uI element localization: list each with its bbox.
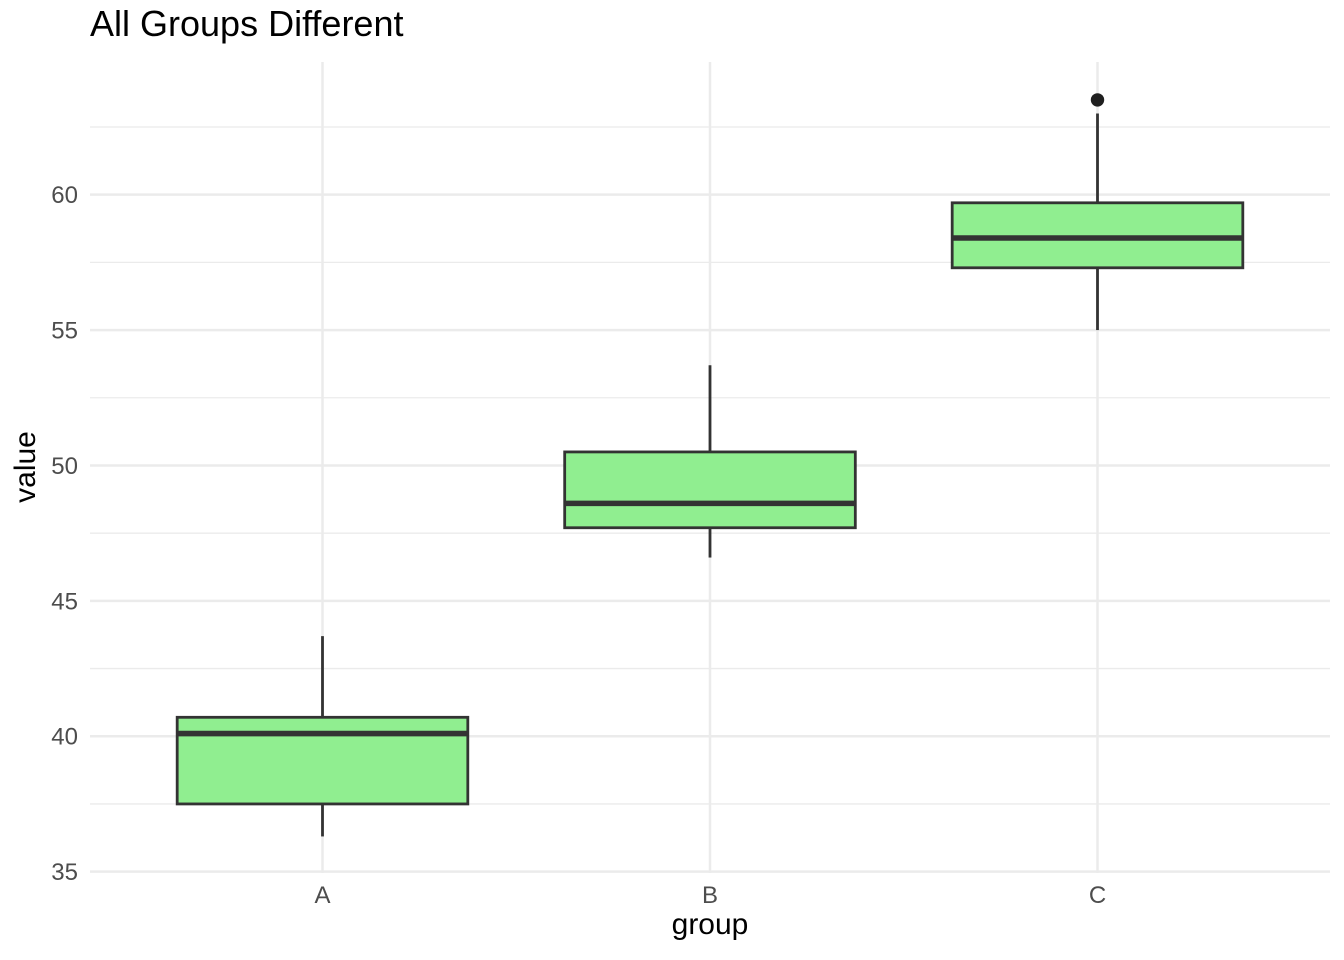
y-tick-label: 40 [51, 724, 78, 751]
outlier-point [1090, 93, 1105, 107]
y-tick-label: 55 [51, 317, 78, 344]
y-tick-label: 35 [51, 859, 78, 886]
boxplot-group-B [563, 365, 857, 558]
boxplot-group-A [175, 636, 470, 837]
chart-title: All Groups Different [90, 3, 404, 44]
boxplot-group-C [950, 93, 1245, 331]
y-tick-label: 50 [51, 453, 78, 480]
x-tick-label: C [1089, 882, 1106, 909]
y-tick-label: 60 [51, 182, 78, 209]
x-tick-label: A [314, 882, 330, 909]
y-axis-title: value [9, 431, 42, 503]
x-axis-title: group [671, 908, 749, 941]
x-tick-label: B [702, 882, 718, 909]
y-tick-label: 45 [51, 588, 78, 615]
iqr-box [563, 450, 857, 530]
axis-tick-labels: 35 40 45 50 55 60 A B C [51, 182, 1106, 909]
iqr-box [175, 715, 470, 806]
